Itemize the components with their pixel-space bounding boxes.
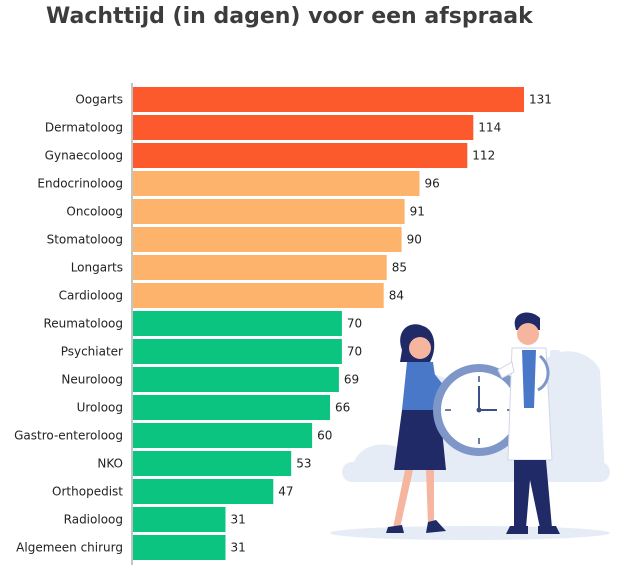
value-label: 31 bbox=[231, 541, 246, 555]
value-label: 60 bbox=[317, 429, 332, 443]
bar-psychiater bbox=[133, 339, 342, 364]
category-label: Longarts bbox=[71, 261, 123, 275]
category-label: Cardioloog bbox=[59, 289, 123, 303]
clock-icon bbox=[433, 364, 525, 456]
category-label: Psychiater bbox=[61, 345, 123, 359]
bar-neuroloog bbox=[133, 367, 339, 392]
category-label: Radioloog bbox=[64, 513, 123, 527]
category-label: Dermatoloog bbox=[45, 121, 123, 135]
doctor-figure bbox=[497, 312, 560, 534]
value-label: 70 bbox=[347, 317, 362, 331]
category-label: Orthopedist bbox=[52, 485, 123, 499]
category-label: Reumatoloog bbox=[43, 317, 123, 331]
category-label: Oncoloog bbox=[66, 205, 123, 219]
value-label: 96 bbox=[425, 177, 440, 191]
bar-gastro-enteroloog bbox=[133, 423, 313, 448]
bar-cardioloog bbox=[133, 283, 384, 308]
category-label: Gynaecoloog bbox=[45, 149, 123, 163]
chart-title: Wachttijd (in dagen) voor een afspraak bbox=[46, 4, 533, 29]
value-label: 66 bbox=[335, 401, 350, 415]
value-label: 84 bbox=[389, 289, 404, 303]
value-label: 91 bbox=[410, 205, 425, 219]
value-label: 114 bbox=[478, 121, 501, 135]
category-label: Oogarts bbox=[75, 93, 123, 107]
category-label: Neuroloog bbox=[61, 373, 123, 387]
value-label: 112 bbox=[472, 149, 495, 163]
bars-layer: Oogarts 131 Dermatoloog 114 Gynaecoloog 112 En… bbox=[14, 87, 552, 560]
woman-figure bbox=[386, 324, 452, 533]
value-label: 90 bbox=[407, 233, 422, 247]
bar-nko bbox=[133, 451, 292, 476]
bar-stomatoloog bbox=[133, 227, 402, 252]
category-label: Stomatoloog bbox=[47, 233, 123, 247]
value-label: 69 bbox=[344, 373, 359, 387]
bar-orthopedist bbox=[133, 479, 274, 504]
value-label: 131 bbox=[529, 93, 552, 107]
bar-oncoloog bbox=[133, 199, 405, 224]
bar-oogarts bbox=[133, 87, 524, 112]
category-label: Gastro-enteroloog bbox=[14, 429, 123, 443]
value-label: 47 bbox=[278, 485, 293, 499]
bar-algemeen-chirurg bbox=[133, 535, 226, 560]
value-label: 85 bbox=[392, 261, 407, 275]
value-label: 53 bbox=[296, 457, 311, 471]
bar-longarts bbox=[133, 255, 387, 280]
category-label: Endocrinoloog bbox=[37, 177, 123, 191]
category-label: Algemeen chirurg bbox=[16, 541, 123, 555]
value-label: 31 bbox=[231, 513, 246, 527]
value-label: 70 bbox=[347, 345, 362, 359]
bar-reumatoloog bbox=[133, 311, 342, 336]
bar-radioloog bbox=[133, 507, 226, 532]
bar-endocrinoloog bbox=[133, 171, 420, 196]
category-label: Uroloog bbox=[77, 401, 123, 415]
bar-gynaecoloog bbox=[133, 143, 468, 168]
doctors-holding-clock-illustration bbox=[330, 312, 610, 540]
bar-dermatoloog bbox=[133, 115, 474, 140]
bar-uroloog bbox=[133, 395, 330, 420]
category-label: NKO bbox=[97, 457, 123, 471]
